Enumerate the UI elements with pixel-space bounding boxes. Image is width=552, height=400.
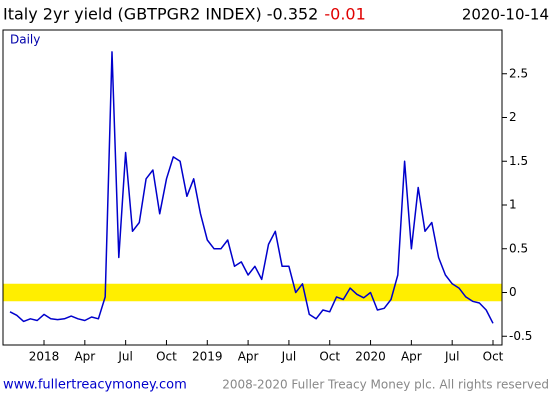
band xyxy=(3,283,502,302)
x-tick-label: 2020 xyxy=(355,350,386,364)
y-tick-label: 1 xyxy=(509,198,517,212)
date: 2020-10-14 xyxy=(462,6,549,24)
footer-text: 2008-2020 Fuller Treacy Money plc. All r… xyxy=(222,378,549,392)
x-tick-label: 2019 xyxy=(192,350,223,364)
x-tick-label: Oct xyxy=(156,350,177,364)
x-tick-label: Oct xyxy=(483,350,504,364)
x-tick-label: Apr xyxy=(401,350,422,364)
x-tick-label: Apr xyxy=(238,350,259,364)
y-tick-label: 0 xyxy=(509,285,517,299)
x-tick-label: 2018 xyxy=(29,350,60,364)
change: -0.01 xyxy=(324,5,365,24)
subtitle: Daily xyxy=(10,33,40,47)
x-tick-label: Jul xyxy=(281,350,296,364)
y-tick-label: 1.5 xyxy=(509,154,528,168)
y-tick-label: 2.5 xyxy=(509,66,528,80)
y-tick-label: 0.5 xyxy=(509,241,528,255)
footer-link[interactable]: www.fullertreacymoney.com xyxy=(3,378,187,393)
x-tick-label: Apr xyxy=(74,350,95,364)
plot-frame xyxy=(2,29,503,346)
chart-title: Italy 2yr yield (GBTPGR2 INDEX) -0.352 xyxy=(3,5,318,24)
y-tick-label: -0.5 xyxy=(509,329,532,343)
y-tick-label: 2 xyxy=(509,110,517,124)
x-tick-label: Jul xyxy=(117,350,132,364)
line xyxy=(9,51,494,324)
x-tick-label: Oct xyxy=(319,350,340,364)
x-tick-label: Jul xyxy=(444,350,459,364)
